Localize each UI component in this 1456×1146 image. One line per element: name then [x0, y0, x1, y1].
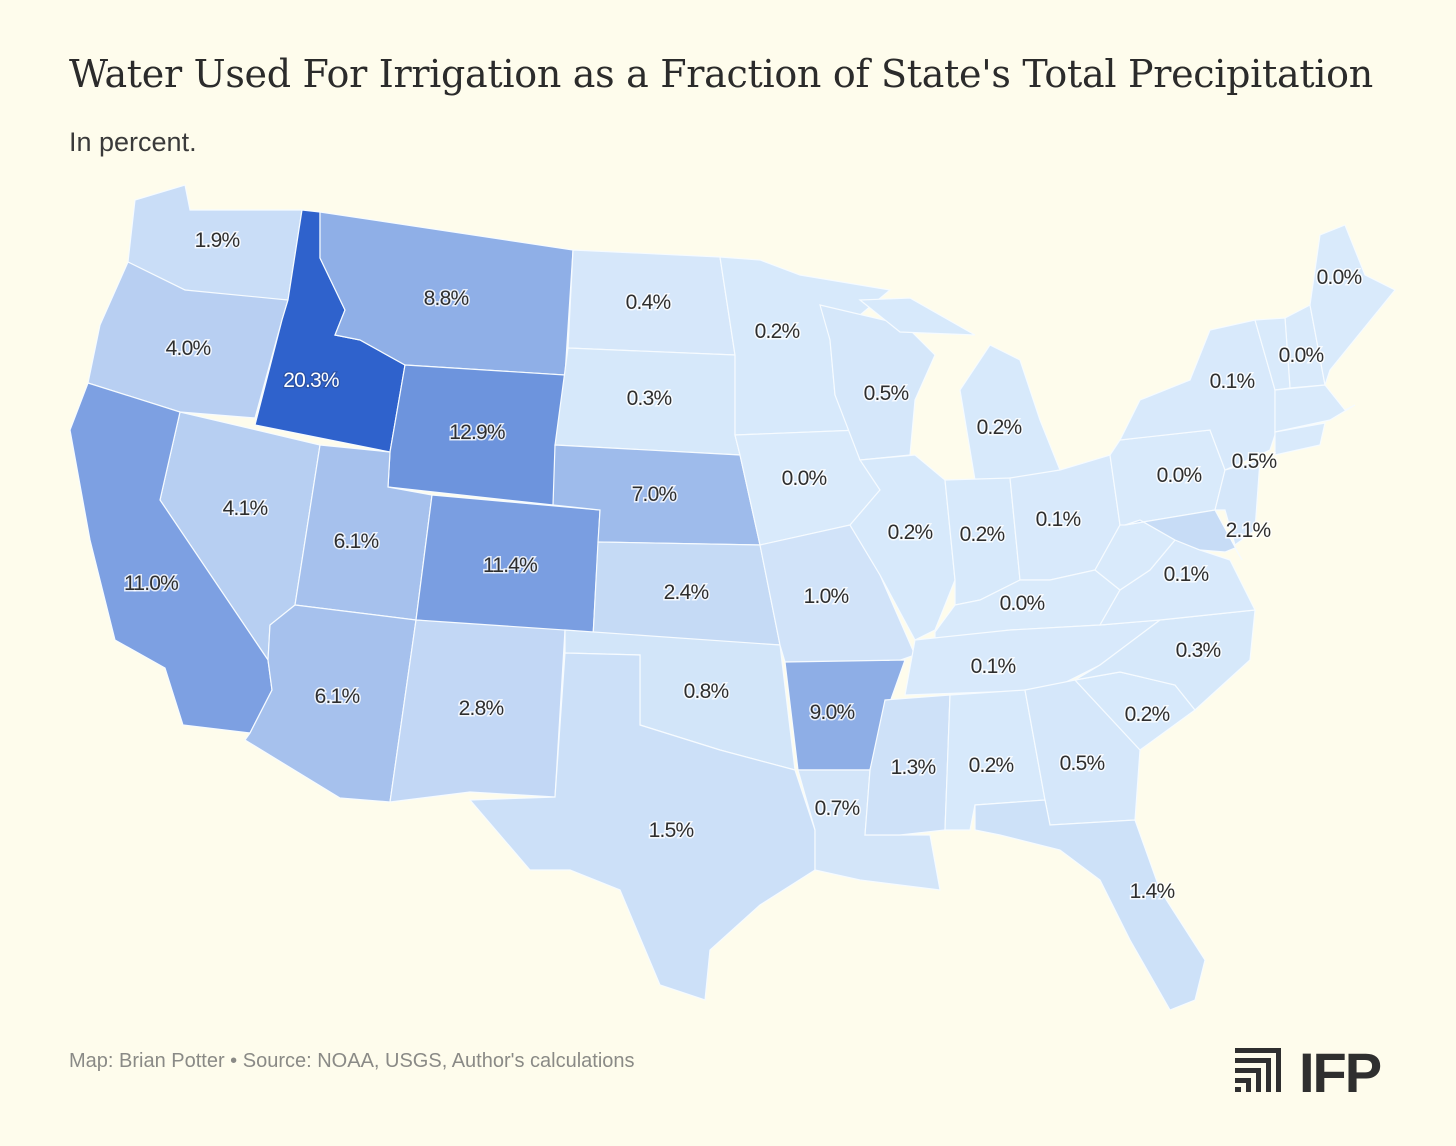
svg-text:IFP: IFP	[1299, 1045, 1381, 1095]
value-label-md: 2.1%	[1226, 519, 1271, 542]
value-label-nj: 0.5%	[1232, 450, 1277, 473]
value-label-ar: 9.0%	[810, 701, 855, 724]
value-label-sd: 0.3%	[627, 387, 672, 410]
value-label-ok: 0.8%	[684, 680, 729, 703]
state-wy	[387, 364, 566, 506]
state-ct	[1274, 422, 1326, 456]
value-label-va: 0.1%	[1164, 563, 1209, 586]
value-label-nm: 2.8%	[459, 697, 504, 720]
state-md	[1124, 509, 1243, 561]
value-label-il: 0.2%	[888, 521, 933, 544]
value-label-nd: 0.4%	[626, 291, 671, 314]
state-tx	[468, 652, 816, 1001]
value-label-ut: 6.1%	[334, 530, 379, 553]
value-label-mi: 0.2%	[977, 416, 1022, 439]
value-label-id: 20.3%	[283, 369, 339, 392]
value-label-az: 6.1%	[315, 685, 360, 708]
value-label-ca: 11.0%	[124, 572, 178, 595]
state-or	[87, 261, 289, 419]
value-label-mn: 0.2%	[755, 320, 800, 343]
ifp-logo: IFP	[1235, 1045, 1383, 1095]
value-label-nv: 4.1%	[223, 497, 268, 520]
state-nm	[389, 619, 566, 803]
state-mi	[858, 297, 976, 336]
value-label-ms: 1.3%	[891, 756, 936, 779]
value-label-ks: 2.4%	[664, 581, 709, 604]
source-credit: Map: Brian Potter • Source: NOAA, USGS, …	[69, 1050, 635, 1072]
state-fl	[974, 799, 1206, 1011]
value-label-ne: 7.0%	[632, 483, 677, 506]
value-label-fl: 1.4%	[1130, 880, 1175, 903]
value-label-al: 0.2%	[969, 754, 1014, 777]
chart-subtitle: In percent.	[69, 127, 197, 157]
value-label-me: 0.0%	[1317, 266, 1362, 289]
value-label-wa: 1.9%	[195, 229, 240, 252]
value-label-oh: 0.1%	[1036, 508, 1081, 531]
value-label-mo: 1.0%	[804, 585, 849, 608]
state-il	[849, 454, 956, 641]
value-label-nc: 0.3%	[1176, 639, 1221, 662]
value-label-in: 0.2%	[960, 523, 1005, 546]
value-label-wy: 12.9%	[449, 421, 505, 444]
value-label-sc: 0.2%	[1125, 703, 1170, 726]
value-label-mt: 8.8%	[424, 287, 469, 310]
state-me	[1309, 224, 1396, 388]
value-label-ia: 0.0%	[782, 467, 827, 490]
value-label-co: 11.4%	[483, 554, 537, 577]
value-label-wi: 0.5%	[864, 382, 909, 405]
state-ca	[69, 382, 273, 734]
value-label-tx: 1.5%	[649, 819, 694, 842]
value-label-ga: 0.5%	[1060, 752, 1105, 775]
value-label-or: 4.0%	[166, 337, 211, 360]
value-label-ny: 0.1%	[1210, 370, 1255, 393]
chart-title: Water Used For Irrigation as a Fraction …	[69, 52, 1373, 96]
value-label-la: 0.7%	[815, 797, 860, 820]
value-label-ky: 0.0%	[1000, 592, 1045, 615]
value-label-pa: 0.0%	[1157, 464, 1202, 487]
value-label-tn: 0.1%	[971, 655, 1016, 678]
state-mi	[959, 344, 1061, 481]
value-label-nh: 0.0%	[1279, 344, 1324, 367]
